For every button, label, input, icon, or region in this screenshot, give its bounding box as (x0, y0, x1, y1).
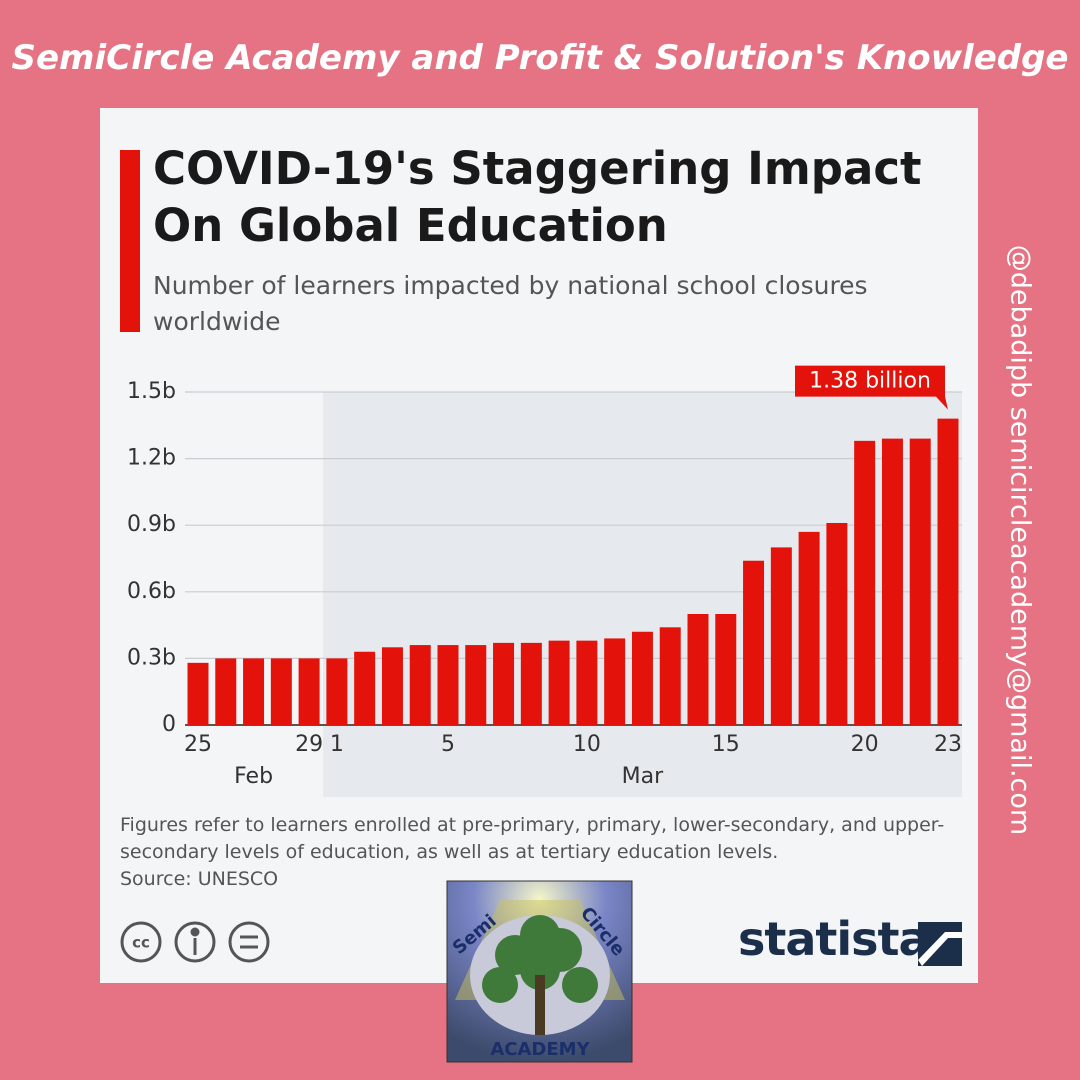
month-label: Mar (622, 764, 664, 789)
bar (493, 642, 515, 725)
title-accent (120, 150, 140, 332)
license-icons: cc (120, 921, 270, 963)
x-tick-label: 20 (851, 732, 879, 757)
header: SemiCircle Academy and Profit & Solution… (11, 38, 1069, 78)
bar (770, 547, 792, 725)
bar (409, 645, 431, 725)
x-tick-label: 15 (712, 732, 740, 757)
bar (604, 638, 626, 725)
bar (520, 642, 542, 725)
x-tick-label: 23 (934, 732, 962, 757)
x-tick-label: 5 (441, 732, 455, 757)
y-tick-label: 1.2b (127, 446, 176, 471)
bar (354, 651, 376, 725)
bar (715, 614, 737, 725)
bar (909, 438, 931, 725)
y-tick-label: 0.3b (127, 645, 176, 670)
month-label: Feb (234, 764, 273, 789)
bar (631, 631, 653, 725)
x-tick-label: 25 (184, 732, 212, 757)
brand: statista (738, 912, 930, 966)
x-tick-label: 1 (330, 732, 344, 757)
bar (548, 640, 570, 725)
bar (243, 658, 265, 725)
bar (326, 658, 348, 725)
brand-icon (918, 922, 962, 966)
logo-text: ACADEMY (490, 1039, 590, 1060)
bar (743, 560, 765, 725)
bar (437, 645, 459, 725)
value-label: 1.38 billion (809, 369, 931, 394)
bar (798, 531, 820, 725)
bar (215, 658, 237, 725)
svg-text:cc: cc (132, 934, 150, 952)
bar (270, 658, 292, 725)
y-tick-label: 0.9b (127, 512, 176, 537)
chart-subtitle: Number of learners impacted by national … (153, 271, 868, 336)
bar (298, 658, 320, 725)
bar (187, 662, 209, 725)
x-tick-label: 10 (573, 732, 601, 757)
y-tick-label: 0.6b (127, 579, 176, 604)
footnote: Figures refer to learners enrolled at pr… (120, 814, 945, 863)
y-tick-label: 0 (162, 712, 176, 737)
value-label-box (795, 365, 948, 410)
y-tick-label: 1.5b (127, 379, 176, 404)
chart-title: COVID-19's Staggering Impact On Global E… (153, 142, 922, 252)
bar (881, 438, 903, 725)
bar (381, 647, 403, 725)
bar (687, 614, 709, 725)
x-tick-label: 29 (295, 732, 323, 757)
bar (937, 418, 959, 725)
bar (576, 640, 598, 725)
logo (446, 880, 633, 1063)
bar (854, 440, 876, 725)
source: Source: UNESCO (120, 868, 279, 890)
bar (826, 522, 848, 725)
bar (465, 645, 487, 725)
bar (659, 627, 681, 725)
